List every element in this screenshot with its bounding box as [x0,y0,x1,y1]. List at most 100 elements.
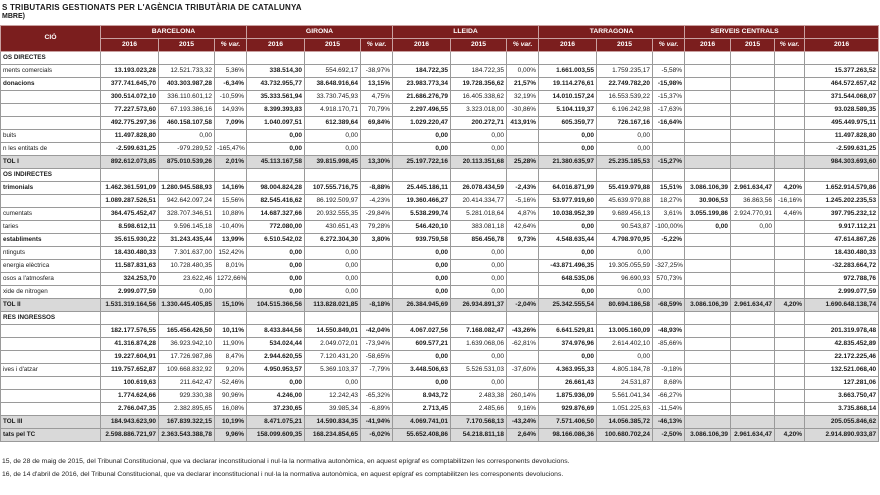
amount-cell [596,168,654,182]
variation-cell [774,51,806,65]
table-row: 1.774.624,66 929.330,38 90,96% 4.246,00 12.2… [0,389,880,403]
amount-cell [684,285,732,299]
variation-cell [774,90,806,104]
amount-cell: 300.514.072,10 [100,90,159,104]
amount-cell: 0,00 [450,129,508,143]
amount-cell: 942.642.097,24 [158,194,215,208]
amount-cell: 11.497.828,80 [804,129,880,143]
variation-cell: 4,20% [774,181,806,195]
variation-cell [774,233,806,247]
amount-cell: 21.380.635,97 [538,155,598,169]
variation-cell [360,168,394,182]
amount-cell: 364.475.452,47 [100,207,159,221]
amount-cell: 0,00 [304,272,362,286]
amount-cell: 0,00 [538,220,598,234]
amount-cell: 7.170.568,13 [450,415,508,429]
amount-cell: 972.788,76 [804,272,880,286]
amount-cell: 11.587.831,63 [100,259,159,273]
amount-cell: 0,00 [158,285,215,299]
amount-cell: 100.680.702,24 [596,428,654,442]
variation-cell: -62,81% [506,337,540,351]
amount-cell: 26.934.891,37 [450,298,508,312]
amount-cell [596,51,654,65]
amount-cell: 182.177.576,55 [100,324,159,338]
amount-cell: 55.652.408,86 [392,428,452,442]
amount-cell: 0,00 [450,259,508,273]
amount-cell: 45.113.167,58 [246,155,306,169]
amount-cell: 2.483,38 [450,389,508,403]
amount-cell: 430.651,43 [304,220,362,234]
amount-cell: 5.104.119,37 [538,103,598,117]
amount-cell: 1.652.914.579,86 [804,181,880,195]
amount-cell [730,233,776,247]
variation-cell [360,259,394,273]
variation-cell: 18,27% [652,194,686,208]
amount-cell: 18.430.480,33 [100,246,159,260]
table-row: 77.227.573,60 67.193.386,16 14,93% 8.399.39… [0,103,880,117]
amount-cell [684,90,732,104]
amount-cell: -2.599.631,25 [804,142,880,156]
variation-cell: -42,04% [360,324,394,338]
variation-cell: 9,73% [506,233,540,247]
amount-cell: 2.382.895,65 [158,402,215,416]
variation-cell [506,246,540,260]
amount-cell: 2.999.077,59 [100,285,159,299]
variation-cell [506,376,540,390]
amount-cell [158,51,215,65]
variation-cell: -5,58% [652,64,686,78]
amount-cell: 36.923.942,10 [158,337,215,351]
variation-cell: -58,65% [360,350,394,364]
variation-cell: 13,15% [360,77,394,91]
amount-cell: 13.193.023,28 [100,64,159,78]
variation-cell: -10,40% [213,220,248,234]
amount-cell: 336.110.601,12 [158,90,215,104]
row-label [0,116,101,130]
variation-cell: -100,00% [652,220,686,234]
variation-cell: -2,43% [506,181,540,195]
amount-cell: 0,00 [450,285,508,299]
amount-cell: 14.590.834,35 [304,415,362,429]
row-label: TOL II [0,298,101,312]
amount-cell: 5.538.299,74 [392,207,452,221]
variation-cell [360,142,394,156]
amount-cell [730,168,776,182]
variation-cell [652,51,686,65]
amount-cell: 25.445.186,11 [392,181,452,195]
amount-cell: 3.086.106,39 [684,298,732,312]
variation-cell [360,376,394,390]
amount-cell: 875.010.539,26 [158,155,215,169]
amount-cell [304,51,362,65]
table-row: 182.177.576,55 165.456.426,50 10,11% 8.433.… [0,324,880,338]
amount-cell: 22.172.225,46 [804,350,880,364]
amount-cell [684,389,732,403]
amount-cell [684,337,732,351]
amount-cell [730,363,776,377]
amount-cell: 13.005.160,09 [596,324,654,338]
amount-cell: 0,00 [538,350,598,364]
amount-cell: 20.113.351,68 [450,155,508,169]
amount-cell: 1.029.220,47 [392,116,452,130]
variation-cell: -85,66% [652,337,686,351]
variation-cell [774,415,806,429]
amount-cell: 18.430.480,33 [804,246,880,260]
amount-cell: 1.759.235,17 [596,64,654,78]
amount-cell: 534.024,44 [246,337,306,351]
amount-cell: 929.330,38 [158,389,215,403]
variation-cell: -7,79% [360,363,394,377]
amount-cell: 4.067.027,56 [392,324,452,338]
amount-cell [158,311,215,325]
amount-cell: 0,00 [538,246,598,260]
variation-cell: 3,61% [652,207,686,221]
amount-cell: 64.016.871,99 [538,181,598,195]
table-row: trimonials 1.462.361.591,09 1.280.945.588,… [0,181,880,195]
amount-cell: 35.333.561,94 [246,90,306,104]
amount-cell: 377.741.645,70 [100,77,159,91]
amount-cell [304,168,362,182]
year-column-header: % var. [774,38,806,52]
amount-cell: 16.405.338,62 [450,90,508,104]
group-header-girona: GIRONA [246,25,394,39]
amount-cell: 0,00 [392,285,452,299]
amount-cell [392,311,452,325]
amount-cell: 0,00 [304,129,362,143]
amount-cell [392,168,452,182]
